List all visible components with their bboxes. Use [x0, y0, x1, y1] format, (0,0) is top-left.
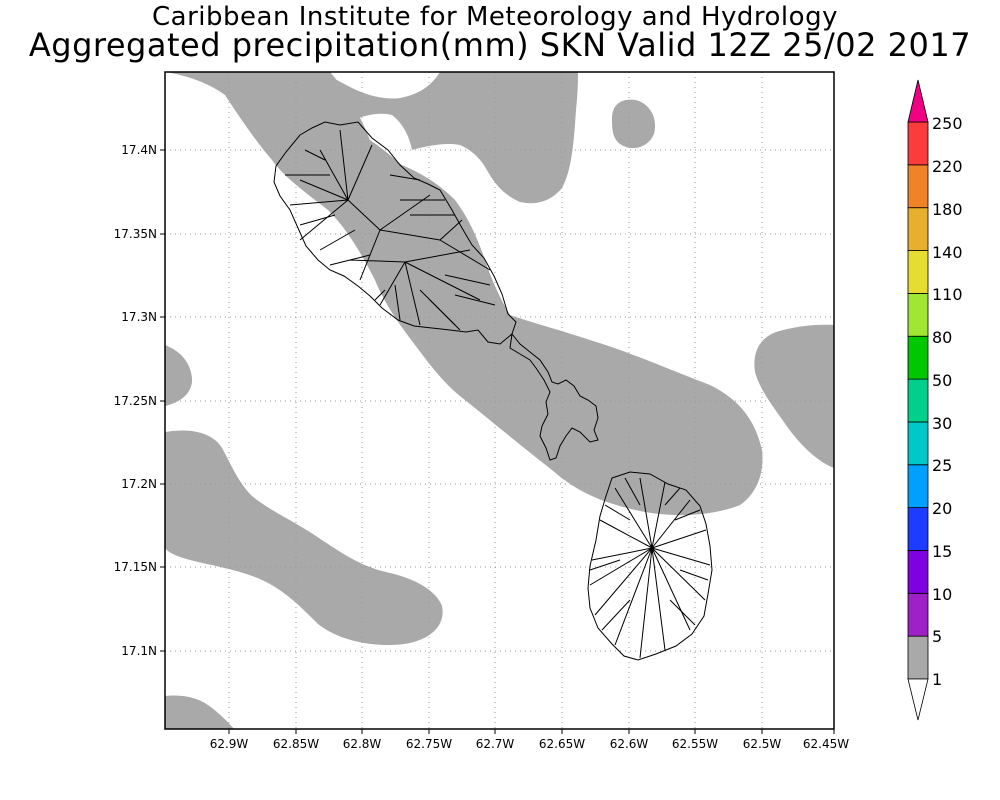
colorbar-label: 30 [932, 414, 952, 433]
lon-label: 62.7W [476, 737, 515, 751]
st-kitts-outline [273, 121, 517, 345]
rain-area-southwest-corner [165, 695, 234, 729]
colorbar-bottom-arrow [907, 678, 929, 721]
colorbar-label: 10 [932, 585, 952, 604]
colorbar-box [907, 378, 929, 423]
peninsula-outline [509, 332, 599, 461]
colorbar-label: 220 [932, 157, 963, 176]
colorbar-top-arrow [907, 79, 929, 123]
lon-label: 62.9W [210, 737, 249, 751]
rain-area-west-small [165, 345, 193, 406]
lon-label: 62.85W [273, 737, 319, 751]
longitude-labels: 62.9W 62.85W 62.8W 62.75W 62.7W 62.65W 6… [210, 737, 850, 751]
lon-label: 62.45W [803, 737, 849, 751]
colorbar-box [907, 507, 929, 551]
colorbar-box [907, 335, 929, 380]
latitude-labels: 17.4N 17.35N 17.3N 17.25N 17.2N 17.15N 1… [114, 143, 157, 658]
axis-ticks [160, 149, 835, 734]
colorbar-box [907, 592, 929, 637]
lon-label: 62.6W [610, 737, 649, 751]
rain-area-north [165, 72, 578, 204]
colorbar-label: 15 [932, 542, 952, 561]
rain-area-northwest [165, 72, 763, 516]
colorbar-box [907, 464, 929, 509]
nevis-outline [587, 471, 713, 661]
colorbar-box [907, 207, 929, 251]
rain-area-east [754, 324, 834, 468]
colorbar-label: 50 [932, 371, 952, 390]
colorbar-box [907, 292, 929, 337]
colorbar-label: 5 [932, 627, 942, 646]
colorbar-box [907, 121, 929, 166]
lon-label: 62.55W [672, 737, 718, 751]
colorbar-label: 110 [932, 285, 963, 304]
colorbar-label: 1 [932, 670, 942, 689]
lon-label: 62.65W [539, 737, 585, 751]
title-line-2: Aggregated precipitation(mm) SKN Valid 1… [28, 26, 972, 64]
title-line-1: Caribbean Institute for Meteorology and … [152, 2, 838, 32]
colorbar-label: 25 [932, 456, 952, 475]
colorbar-label: 250 [932, 114, 963, 133]
colorbar-label: 140 [932, 243, 963, 262]
colorbar-box [907, 250, 929, 294]
lat-label: 17.4N [121, 143, 157, 157]
colorbar-box [907, 421, 929, 466]
colorbar-label: 80 [932, 328, 952, 347]
colorbar: 250 220 180 140 110 80 50 30 25 20 15 10… [907, 79, 963, 721]
lat-label: 17.35N [114, 227, 157, 241]
island-outlines [273, 121, 713, 661]
colorbar-label: 180 [932, 200, 963, 219]
lat-label: 17.2N [121, 477, 157, 491]
colorbar-box [907, 635, 929, 680]
colorbar-box [907, 164, 929, 209]
lon-label: 62.5W [743, 737, 782, 751]
colorbar-box [907, 550, 929, 594]
lon-label: 62.8W [343, 737, 382, 751]
rain-area-southwest [165, 430, 443, 646]
lat-label: 17.3N [121, 310, 157, 324]
lat-label: 17.25N [114, 394, 157, 408]
colorbar-label: 20 [932, 499, 952, 518]
precipitation-areas [165, 72, 834, 729]
lon-label: 62.75W [406, 737, 452, 751]
lat-label: 17.1N [121, 644, 157, 658]
lat-label: 17.15N [114, 560, 157, 574]
rain-area-northeast-spot [612, 99, 656, 149]
